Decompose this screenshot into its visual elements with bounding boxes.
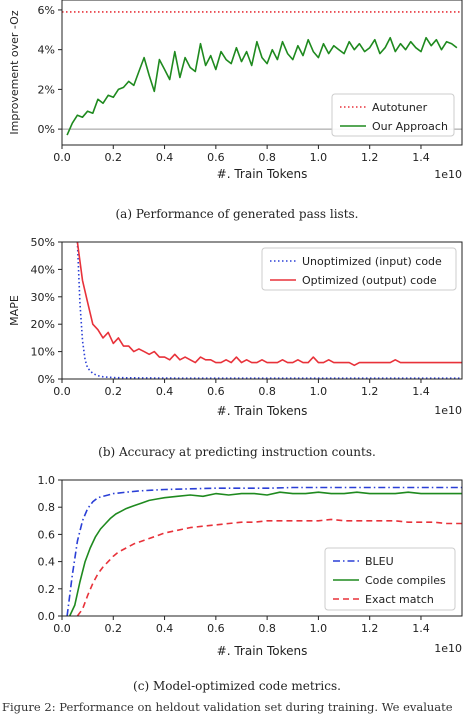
x-tick-label: 0.2 [105, 151, 123, 164]
legend-box [324, 547, 456, 611]
x-tick-label: 0.2 [105, 385, 123, 398]
y-tick-label: 4% [38, 44, 55, 57]
y-tick-label: 0% [38, 123, 55, 136]
series-line-unoptimized-input-code [76, 242, 462, 379]
y-tick-label: 0.8 [38, 501, 56, 514]
y-tick-label: 2% [38, 83, 55, 96]
x-axis-multiplier: 1e10 [434, 404, 462, 417]
x-axis-label: #. Train Tokens [217, 644, 308, 658]
x-tick-label: 0.4 [156, 385, 174, 398]
y-tick-label: 0.4 [38, 556, 56, 569]
x-tick-label: 1.4 [412, 151, 430, 164]
x-axis-label: #. Train Tokens [217, 404, 308, 418]
caption-a: (a) Performance of generated pass lists. [115, 207, 358, 221]
y-tick-label: 20% [31, 318, 55, 331]
panel-a: 0.0 0.2 0.4 0.6 0.8 1.0 1.2 1.4 0% 2% 4% 6% #. Train… [8, 0, 463, 181]
series-line-optimized-output-code [76, 242, 462, 367]
x-tick-label: 0.8 [258, 151, 276, 164]
x-tick-label: 0.6 [207, 622, 225, 635]
legend-label: Unoptimized (input) code [302, 255, 442, 268]
series-line-code-compiles [68, 491, 462, 616]
axes-frame [61, 479, 463, 617]
x-tick-label: 0.2 [105, 622, 123, 635]
x-tick-label: 1.4 [412, 385, 430, 398]
y-tick-label: 0% [38, 373, 55, 386]
x-tick-label: 0.8 [258, 622, 276, 635]
caption-b: (b) Accuracy at predicting instruction c… [98, 445, 376, 459]
y-axis-label: MAPE [8, 295, 21, 326]
x-tick-label: 1.2 [361, 622, 379, 635]
y-tick-label: 0.2 [38, 583, 56, 596]
plot-area [76, 242, 462, 379]
y-tick-label: 40% [31, 263, 55, 276]
x-tick-label: 0.8 [258, 385, 276, 398]
x-axis-multiplier: 1e10 [434, 642, 462, 655]
x-tick-label: 1.0 [310, 622, 328, 635]
x-tick-label: 1.2 [361, 385, 379, 398]
panel-b: 0.0 0.2 0.4 0.6 0.8 1.0 1.2 1.4 0% 10% 20% 30% 40% 50… [8, 236, 463, 418]
legend-box [261, 247, 457, 291]
x-tick-label: 0.0 [53, 622, 71, 635]
y-tick-label: 50% [31, 236, 55, 249]
legend-label: Optimized (output) code [302, 274, 437, 287]
x-tick-label: 0.4 [156, 622, 174, 635]
x-tick-label: 1.0 [310, 385, 328, 398]
y-tick-label: 30% [31, 291, 55, 304]
x-tick-label: 1.4 [412, 622, 430, 635]
x-tick-label: 0.6 [207, 151, 225, 164]
legend-label: Exact match [365, 593, 434, 606]
legend-label: Code compiles [365, 574, 446, 587]
y-tick-label: 0.6 [38, 528, 56, 541]
x-tick-label: 0.0 [53, 151, 71, 164]
axes-frame [61, 241, 463, 380]
x-tick-label: 1.2 [361, 151, 379, 164]
y-tick-label: 6% [38, 4, 55, 17]
x-tick-label: 1.0 [310, 151, 328, 164]
legend-label: Autotuner [372, 101, 428, 114]
caption-c: (c) Model-optimized code metrics. [133, 679, 341, 693]
series-line-our-approach [66, 36, 458, 136]
series-line-bleu [66, 486, 462, 616]
legend-label: Our Approach [372, 120, 448, 133]
x-tick-label: 0.6 [207, 385, 225, 398]
x-axis-multiplier: 1e10 [434, 168, 462, 181]
x-tick-label: 0.0 [53, 385, 71, 398]
series-line-exact-match [76, 518, 462, 616]
figure-caption: Figure 2: Performance on heldout validat… [2, 700, 453, 714]
y-tick-label: 1.0 [38, 474, 56, 487]
x-tick-label: 0.4 [156, 151, 174, 164]
plot-area [66, 486, 462, 616]
axes-frame [61, 0, 463, 146]
x-axis-label: #. Train Tokens [217, 167, 308, 181]
legend-label: BLEU [365, 555, 394, 568]
y-tick-label: 10% [31, 346, 55, 359]
panel-c: 0.0 0.2 0.4 0.6 0.8 1.0 1.2 1.4 0.0 0.2 0.4 0.6 0.8 1… [38, 474, 463, 658]
y-tick-label: 0.0 [38, 610, 56, 623]
y-axis-label: Improvement over -Oz [8, 10, 21, 134]
